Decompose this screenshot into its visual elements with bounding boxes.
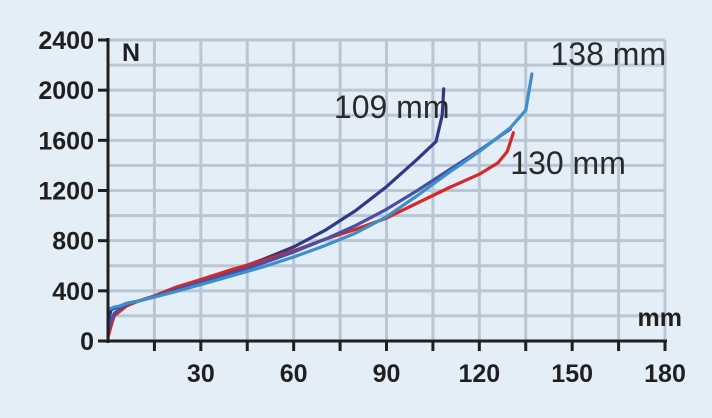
x-tick-label: 60 [280, 360, 308, 388]
x-axis-label: mm [638, 304, 682, 332]
y-tick-label: 2000 [38, 77, 94, 105]
series-annotation: 109 mm [334, 89, 450, 125]
y-tick-label: 0 [80, 328, 94, 356]
y-tick-label: 400 [52, 278, 94, 306]
series-line [106, 127, 512, 333]
series-annotation: 138 mm [551, 36, 667, 72]
labels: 0 400 800 1200 1600 2000 2400 30 60 90 120 150 180 Nm… [38, 27, 685, 388]
series-line [106, 72, 534, 312]
y-axis-label: N [122, 39, 140, 67]
series-layer [106, 72, 534, 339]
x-tick-label: 30 [187, 360, 215, 388]
y-tick-label: 1200 [38, 178, 94, 206]
series-annotation: 130 mm [510, 145, 626, 181]
axes [98, 38, 667, 351]
x-tick-label: 90 [373, 360, 401, 388]
y-tick-label: 2400 [38, 27, 94, 55]
x-tick-label: 150 [551, 360, 593, 388]
series-line [106, 131, 516, 339]
x-tick-label: 180 [644, 360, 686, 388]
y-tick-label: 800 [52, 228, 94, 256]
y-tick-label: 1600 [38, 127, 94, 155]
grid [108, 38, 667, 341]
x-tick-label: 120 [458, 360, 500, 388]
